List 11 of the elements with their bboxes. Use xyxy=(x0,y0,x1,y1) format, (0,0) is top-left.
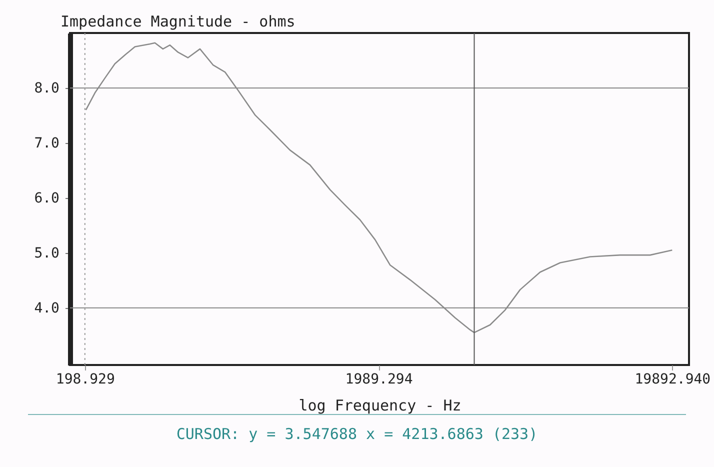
text: CURSOR: y = 3.547688 x = 4213.6863 (233) xyxy=(175,425,539,443)
y-tick-label: 7.0 xyxy=(34,135,60,152)
x-tick-label: 19892.940 xyxy=(634,372,711,388)
x-tick-label: 1989.294 xyxy=(345,372,413,388)
y-tick-label: 5.0 xyxy=(34,245,60,262)
y-tick-label: 8.0 xyxy=(34,80,60,96)
y-axis-title: Impedance Magnitude - ohms xyxy=(60,12,296,30)
x-axis-title: log Frequency - Hz xyxy=(298,396,462,414)
y-tick-label: 6.0 xyxy=(34,190,60,206)
y-tick-label: 4.0 xyxy=(34,300,60,316)
x-tick-label: 198.929 xyxy=(56,372,115,388)
